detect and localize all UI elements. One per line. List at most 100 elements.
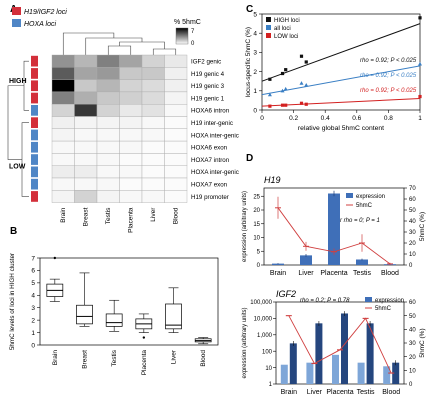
heatmap-column-label: Placenta bbox=[128, 207, 135, 233]
bar-category-label: Testis bbox=[353, 270, 371, 277]
heatmap-cell bbox=[141, 79, 165, 93]
bar-category-label: Placenta bbox=[326, 389, 353, 396]
heatmap-cell bbox=[164, 91, 188, 105]
expression-bar bbox=[328, 193, 340, 265]
scatter-x-tick-label: 0 bbox=[260, 115, 264, 122]
expression-bar-dark bbox=[315, 323, 323, 384]
row-group-swatch bbox=[31, 105, 38, 116]
boxplot-category-label: Testis bbox=[111, 349, 118, 366]
bar-y2-tick-label: 0 bbox=[409, 263, 413, 269]
bar-y2-axis-label: 5hmC (%) bbox=[419, 328, 426, 357]
heatmap-cell bbox=[141, 165, 165, 179]
igf2-legend-swatch-expression bbox=[365, 297, 372, 302]
row-dendrogram-branch bbox=[23, 60, 29, 111]
bar-category-label: Blood bbox=[381, 270, 399, 277]
column-dendrogram-branch bbox=[119, 41, 165, 49]
heatmap-cell bbox=[141, 140, 165, 154]
bar-y2-axis-label: 5hmC (%) bbox=[419, 212, 426, 241]
bar-y-tick-label: 5 bbox=[257, 249, 261, 255]
heatmap-cell bbox=[141, 116, 165, 130]
heatmap-cell bbox=[141, 54, 165, 68]
heatmap-cell bbox=[96, 79, 120, 93]
scatter-y-tick-label: 3 bbox=[253, 50, 257, 57]
bar-y2-tick-label: 50 bbox=[409, 314, 416, 320]
h19-bar-panel: 0 5 10 15 20 25 0 10 20 30 40 50 60 70 expression (arb… bbox=[242, 175, 426, 277]
h19-legend-label-expression: expression bbox=[356, 194, 385, 200]
column-dendrogram-branch bbox=[85, 37, 143, 55]
column-dendrogram-branch bbox=[152, 48, 177, 55]
bar-y2-tick-label: 20 bbox=[409, 355, 416, 361]
data-point-high-loci bbox=[418, 16, 422, 20]
heatmap-cell bbox=[74, 153, 98, 166]
heatmap-cell bbox=[74, 91, 98, 105]
heatmap-cell bbox=[51, 153, 75, 166]
boxplot-y-tick-label: 1 bbox=[31, 330, 35, 337]
row-group-swatch bbox=[31, 154, 38, 165]
data-point-high-loci bbox=[299, 54, 304, 58]
data-point-low-loci bbox=[280, 103, 285, 107]
heatmap-cell bbox=[96, 103, 120, 117]
heatmap-cell bbox=[164, 103, 188, 117]
expression-bar bbox=[300, 255, 312, 265]
heatmap-row-label: H19 genic 4 bbox=[191, 71, 225, 78]
heatmap-cell bbox=[96, 116, 120, 130]
bar-y2-tick-label: 30 bbox=[409, 341, 416, 347]
bar-y2-tick-label: 30 bbox=[409, 230, 416, 236]
heatmap-cell bbox=[164, 67, 188, 80]
heatmap-cell bbox=[119, 140, 143, 154]
expression-bar bbox=[356, 259, 368, 265]
heatmap-cell bbox=[119, 67, 143, 80]
scatter-x-tick-label: 1 bbox=[418, 115, 422, 122]
bar-y-tick-label: 10,000 bbox=[254, 317, 273, 323]
heatmap-cell bbox=[74, 165, 98, 179]
boxplot-y-tick-label: 5 bbox=[31, 280, 35, 287]
data-point-low-loci bbox=[304, 102, 308, 106]
heatmap-cell bbox=[96, 54, 120, 68]
heatmap-cell bbox=[119, 190, 143, 203]
heatmap-cell bbox=[96, 128, 120, 142]
boxplot-y-axis-label: 5hmC levels of loci in HIGH cluster bbox=[9, 253, 16, 350]
heatmap-cell bbox=[119, 165, 143, 179]
bar-category-label: Brain bbox=[270, 270, 286, 277]
heatmap-column-label: Breast bbox=[83, 207, 90, 226]
heatmap-cell bbox=[74, 177, 98, 191]
heatmap-cell bbox=[164, 165, 188, 179]
heatmap-row-label: H19 inter-genic bbox=[191, 120, 233, 127]
data-point-all-loci bbox=[267, 92, 272, 97]
heatmap-cell bbox=[141, 190, 165, 203]
bar-y2-tick-label: 20 bbox=[409, 241, 416, 247]
boxplot-category-label: Placenta bbox=[141, 350, 148, 376]
boxplot-y-tick-label: 3 bbox=[31, 305, 35, 312]
data-point-low-loci bbox=[418, 94, 422, 99]
heatmap-row-label: H19 promoter bbox=[191, 194, 229, 201]
heatmap-cell bbox=[96, 190, 120, 203]
scatter-x-tick-label: 0.4 bbox=[321, 115, 330, 122]
heatmap-cell bbox=[51, 177, 75, 191]
scatter-legend-label: LOW loci bbox=[274, 34, 298, 40]
heatmap-cell bbox=[74, 116, 98, 130]
bar-y-tick-label: 100,000 bbox=[250, 300, 272, 306]
scatter-y-tick-label: 4 bbox=[253, 31, 257, 38]
boxplot-y-tick-label: 0 bbox=[31, 342, 35, 349]
row-group-swatch bbox=[31, 92, 38, 104]
heatmap-cell bbox=[141, 67, 165, 80]
bar-y2-tick-label: 10 bbox=[409, 252, 416, 258]
fit-line-all-loci bbox=[261, 65, 421, 96]
column-dendrogram-branch bbox=[107, 45, 132, 55]
heatmap-cell bbox=[141, 91, 165, 105]
row-dendrogram-branch bbox=[7, 85, 24, 160]
heatmap-cell bbox=[119, 128, 143, 142]
heatmap-row-label: HOXA6 intron bbox=[191, 108, 230, 115]
igf2-correlation-annotation: rho = 0.2; P = 0.78 bbox=[300, 298, 350, 304]
heatmap-cell bbox=[141, 103, 165, 117]
heatmap-cell bbox=[164, 116, 188, 130]
bar-category-label: Placenta bbox=[320, 270, 347, 277]
fit-line-high-loci bbox=[261, 23, 421, 82]
heatmap-row-label: IGF2 genic bbox=[191, 59, 221, 66]
bar-category-label: Blood bbox=[382, 389, 400, 396]
row-group-swatch bbox=[31, 80, 38, 92]
heatmap-cell bbox=[51, 165, 75, 179]
scatter-legend-swatch bbox=[266, 33, 271, 38]
row-group-swatch bbox=[31, 178, 38, 190]
colorbar bbox=[175, 27, 189, 45]
